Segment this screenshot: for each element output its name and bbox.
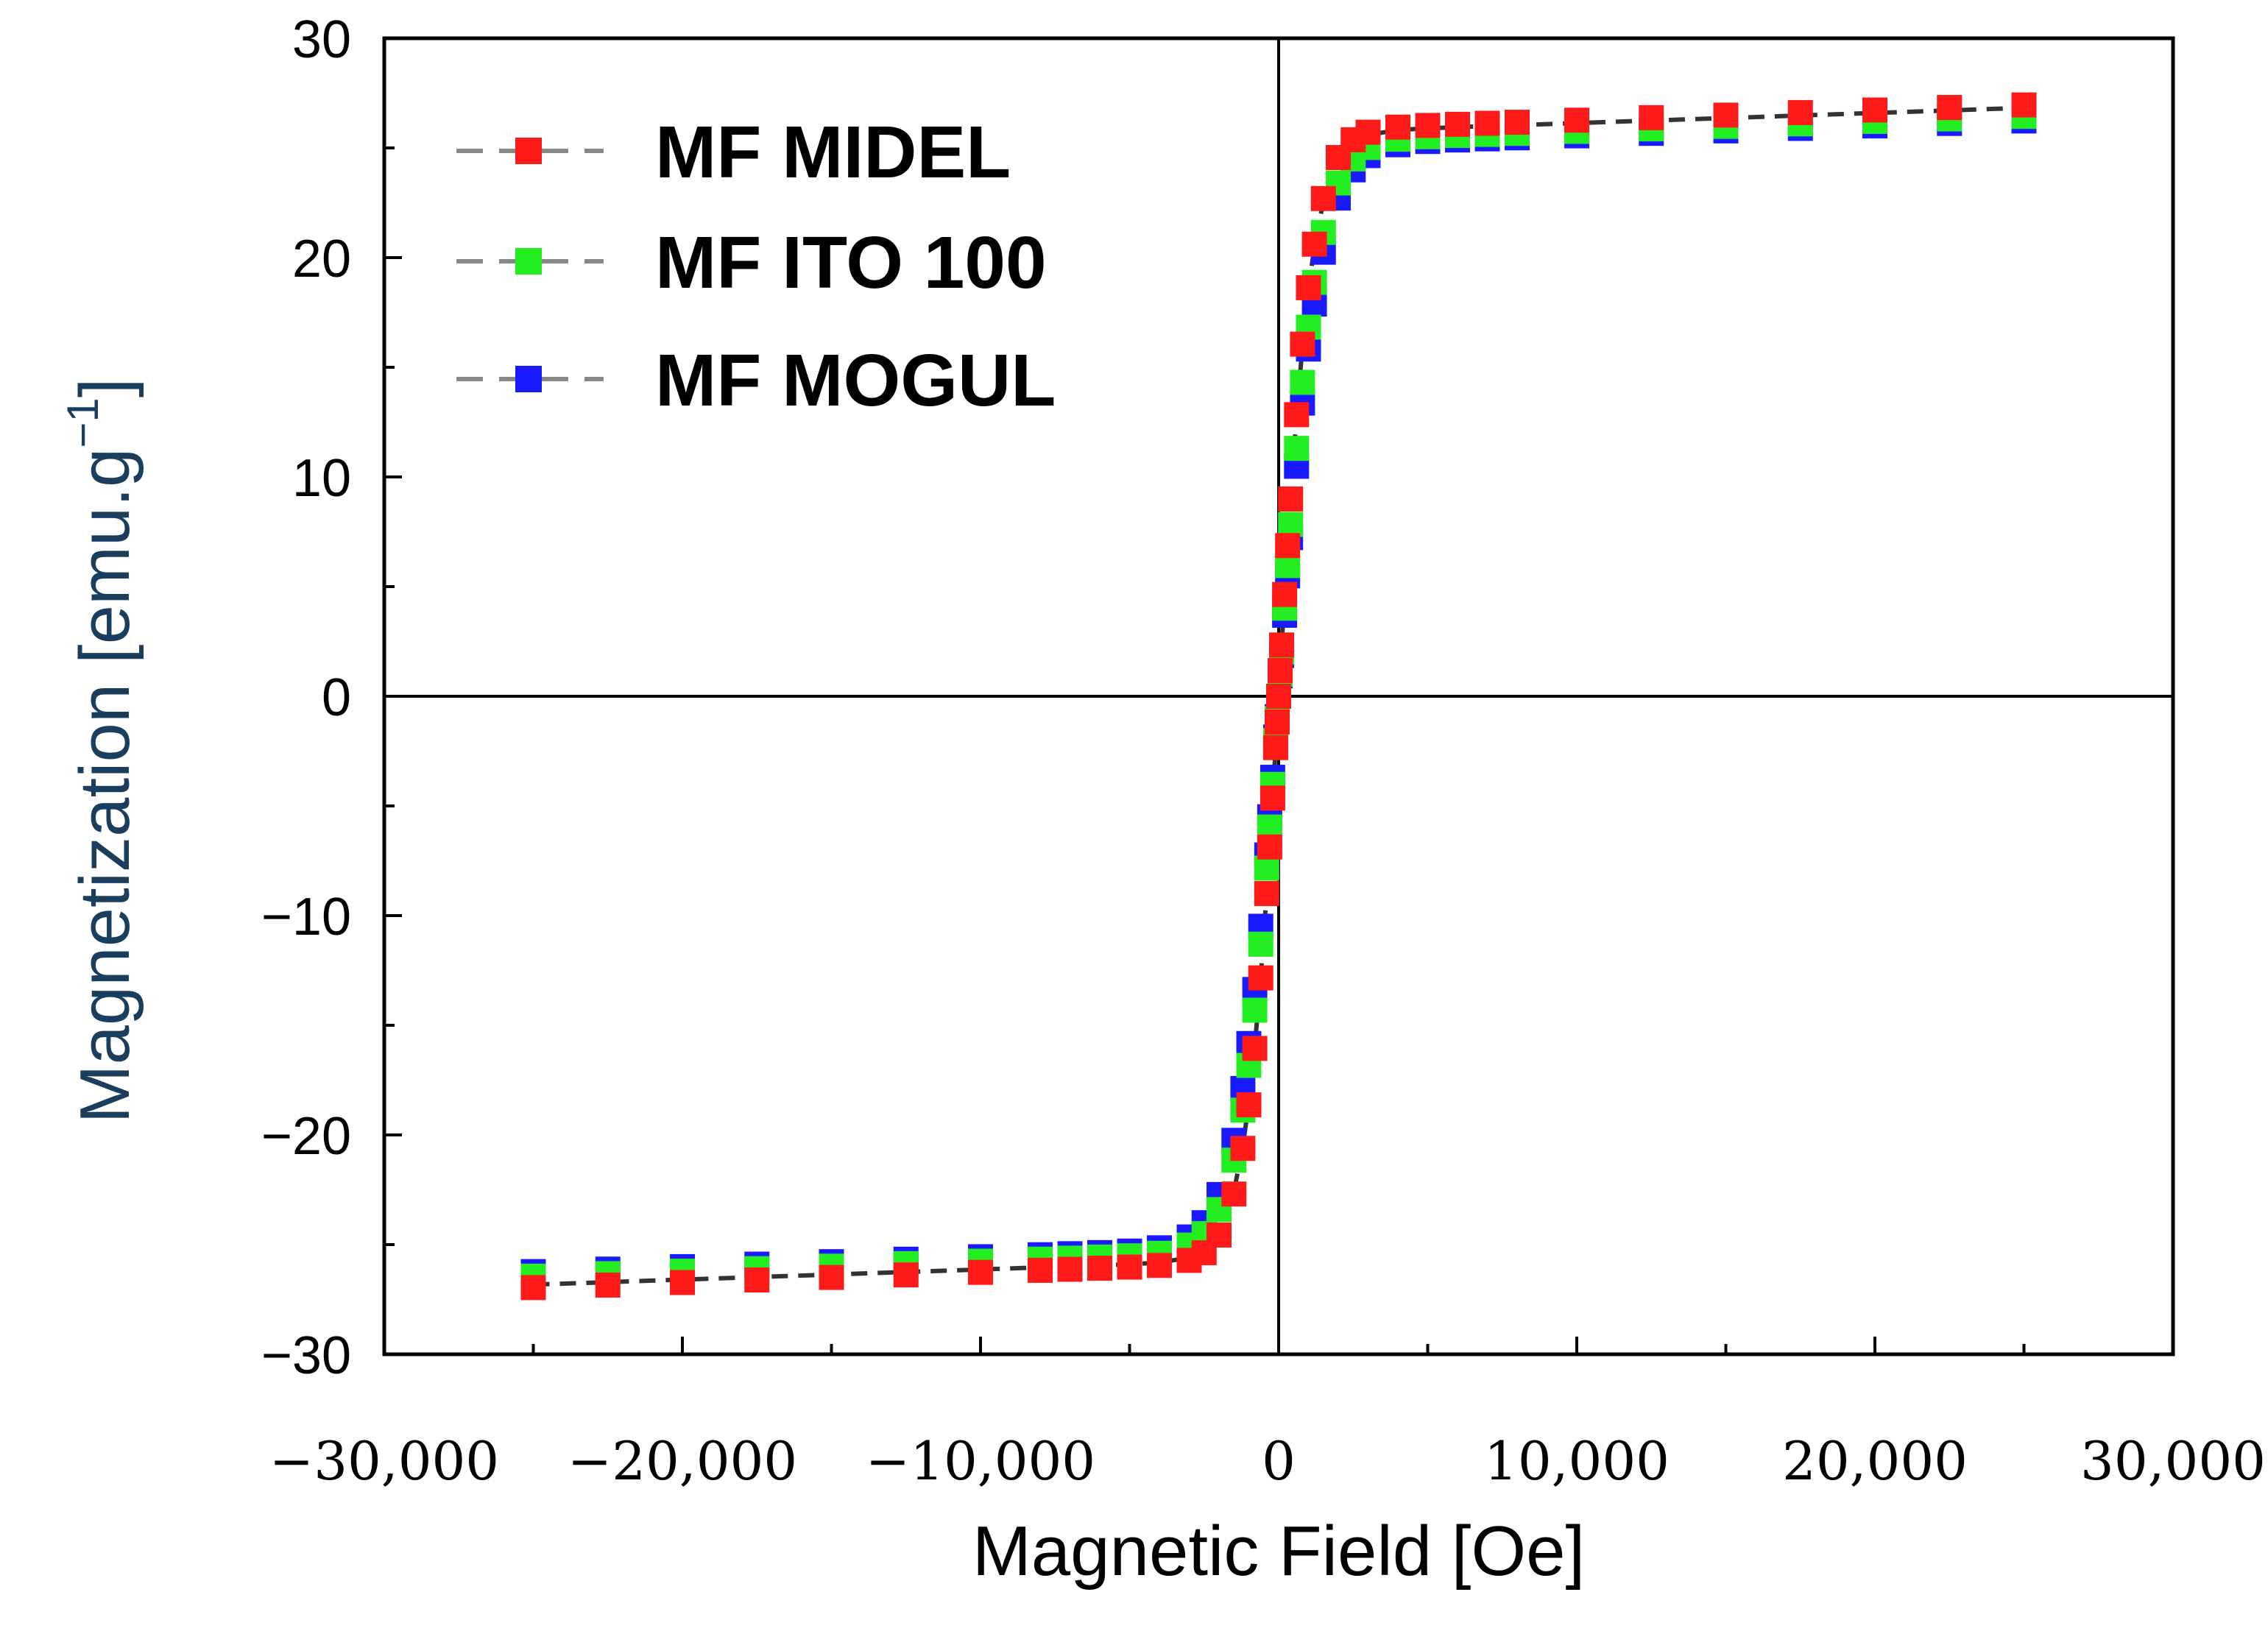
legend-marker xyxy=(515,138,542,164)
data-point xyxy=(1268,658,1293,684)
data-point xyxy=(1355,119,1381,145)
legend-item: MF MIDEL xyxy=(456,111,1011,194)
data-point xyxy=(1248,965,1273,991)
y-axis-label-close: ] xyxy=(66,378,144,398)
data-point xyxy=(1301,231,1327,257)
data-point xyxy=(968,1259,993,1285)
x-tick-label: 10,000 xyxy=(1484,1430,1670,1492)
data-point xyxy=(1272,581,1298,607)
data-series xyxy=(520,92,2037,1301)
data-point xyxy=(1266,684,1291,709)
data-point xyxy=(520,1275,546,1301)
data-point xyxy=(1057,1256,1083,1282)
axis-ticks xyxy=(383,37,2175,1356)
data-point xyxy=(1262,735,1288,760)
data-point xyxy=(1415,113,1441,138)
data-point xyxy=(1260,785,1285,811)
y-axis-label: Magnetization [emu.g xyxy=(66,448,144,1124)
data-point xyxy=(1242,1036,1268,1061)
legend-item: MF MOGUL xyxy=(456,339,1056,422)
y-tick-label: 20 xyxy=(292,230,351,289)
y-tick-label: −20 xyxy=(261,1107,351,1166)
data-point xyxy=(893,1262,919,1288)
data-point xyxy=(595,1272,621,1298)
legend-label: MF MIDEL xyxy=(655,111,1011,194)
x-tick-label: −10,000 xyxy=(866,1430,1095,1492)
tick-labels: −30 −20 −10 0 10 20 30 −30,000 −20,000 −10,000 0 10… xyxy=(261,10,2266,1492)
data-point xyxy=(1221,1181,1247,1207)
x-tick-label: 0 xyxy=(1262,1430,1296,1492)
legend-item: MF ITO 100 xyxy=(456,222,1047,304)
data-point xyxy=(1937,95,1963,121)
data-point xyxy=(1264,709,1290,735)
x-tick-label: 30,000 xyxy=(2080,1430,2266,1492)
data-point xyxy=(1278,486,1304,512)
data-point xyxy=(1278,512,1304,537)
legend-label: MF MOGUL xyxy=(655,339,1056,422)
data-point xyxy=(1290,331,1315,357)
legend-marker xyxy=(515,366,542,392)
data-point xyxy=(1275,533,1301,559)
data-point xyxy=(1257,834,1282,860)
data-point xyxy=(1269,632,1295,658)
data-point xyxy=(1254,855,1279,881)
data-point xyxy=(1242,997,1268,1023)
legend: MF MIDEL MF ITO 100 MF MOGUL xyxy=(456,111,1056,422)
data-point xyxy=(1284,402,1310,428)
x-tick-label: 20,000 xyxy=(1782,1430,1968,1492)
y-tick-label: 30 xyxy=(292,10,351,69)
data-point xyxy=(1862,97,1887,123)
data-point xyxy=(1474,110,1500,136)
data-point xyxy=(1787,99,1813,125)
data-point xyxy=(1296,275,1321,300)
data-point xyxy=(1230,1136,1256,1161)
data-point xyxy=(1207,1222,1232,1248)
x-axis-label: Magnetic Field [Oe] xyxy=(972,1512,1585,1591)
data-point xyxy=(1385,114,1410,140)
y-tick-label: −30 xyxy=(261,1326,351,1385)
x-tick-label: −30,000 xyxy=(269,1430,499,1492)
legend-label: MF ITO 100 xyxy=(655,222,1047,304)
data-point xyxy=(1117,1254,1142,1280)
svg-text:Magnetization [emu.g−1]: Magnetization [emu.g−1] xyxy=(58,378,144,1124)
data-point xyxy=(1284,436,1310,461)
data-point xyxy=(1564,107,1589,133)
y-tick-label: 10 xyxy=(292,449,351,508)
data-point xyxy=(1639,105,1664,130)
data-point xyxy=(1087,1256,1112,1281)
data-point xyxy=(1310,185,1336,211)
y-tick-label: 0 xyxy=(322,668,351,727)
data-point xyxy=(1505,110,1530,135)
y-tick-label: −10 xyxy=(261,888,351,947)
data-point xyxy=(670,1270,695,1295)
series-mf-midel xyxy=(520,92,2037,1301)
legend-marker xyxy=(515,248,542,275)
data-point xyxy=(2011,92,2037,118)
data-point xyxy=(1254,881,1279,907)
y-axis-label-group: Magnetization [emu.g−1] xyxy=(58,378,144,1124)
data-point xyxy=(819,1264,844,1290)
data-point xyxy=(1147,1253,1172,1278)
y-axis-label-superscript: −1 xyxy=(58,397,107,447)
data-point xyxy=(1290,369,1315,395)
data-point xyxy=(1445,111,1470,137)
data-point xyxy=(1248,931,1273,957)
data-point xyxy=(744,1267,770,1293)
data-point xyxy=(1028,1257,1053,1283)
data-point xyxy=(1713,102,1739,128)
x-tick-label: −20,000 xyxy=(568,1430,797,1492)
data-point xyxy=(1236,1092,1262,1118)
